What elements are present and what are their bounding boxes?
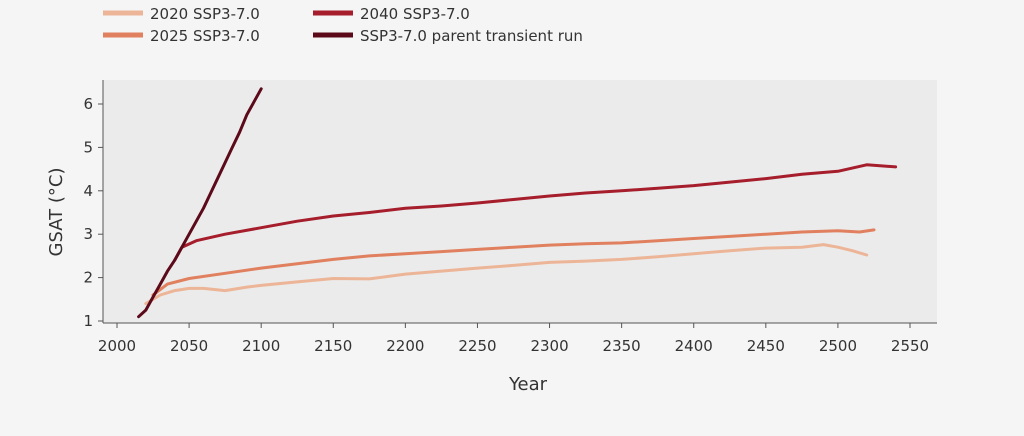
x-tick-label: 2100: [242, 337, 280, 355]
x-tick-label: 2500: [819, 337, 857, 355]
series-line-2025-ssp3-7-0: [151, 228, 876, 297]
x-tick-label: 2400: [675, 337, 713, 355]
x-axis-title: Year: [508, 374, 548, 395]
legend-label-parent: SSP3-7.0 parent transient run: [360, 27, 583, 45]
y-tick-label: 3: [83, 225, 93, 243]
x-tick-label: 2450: [747, 337, 785, 355]
series-line-2020-ssp3-7-0: [144, 243, 869, 306]
y-tick-label: 1: [83, 312, 93, 330]
legend: 2020 SSP3-7.0 2025 SSP3-7.0 2040 SSP3-7.…: [103, 5, 583, 45]
x-tick-label: 2150: [314, 337, 352, 355]
x-tick-label: 2250: [458, 337, 496, 355]
legend-label-2025: 2025 SSP3-7.0: [150, 27, 260, 45]
series-line-2040-ssp3-7-0: [173, 163, 898, 262]
y-tick-label: 4: [83, 182, 93, 200]
series-layer: [137, 87, 898, 319]
legend-label-2020: 2020 SSP3-7.0: [150, 5, 260, 23]
plot-area: [103, 80, 937, 323]
x-tick-label: 2000: [98, 337, 136, 355]
x-axis-ticks: 2000 2050 2100 2150 2200 2250 2300 2350 2400 2450…: [98, 323, 929, 355]
series-line-ssp3-7-0-parent-transient-run: [137, 87, 263, 319]
x-tick-label: 2050: [170, 337, 208, 355]
x-tick-label: 2200: [386, 337, 424, 355]
y-tick-label: 5: [83, 138, 93, 156]
x-tick-label: 2550: [891, 337, 929, 355]
y-tick-label: 2: [83, 269, 93, 287]
legend-label-2040: 2040 SSP3-7.0: [360, 5, 470, 23]
y-axis-ticks: 1 2 3 4 5 6: [83, 95, 103, 330]
x-tick-label: 2350: [603, 337, 641, 355]
y-tick-label: 6: [83, 95, 93, 113]
y-axis-title: GSAT (°C): [46, 168, 67, 257]
x-tick-label: 2300: [530, 337, 568, 355]
